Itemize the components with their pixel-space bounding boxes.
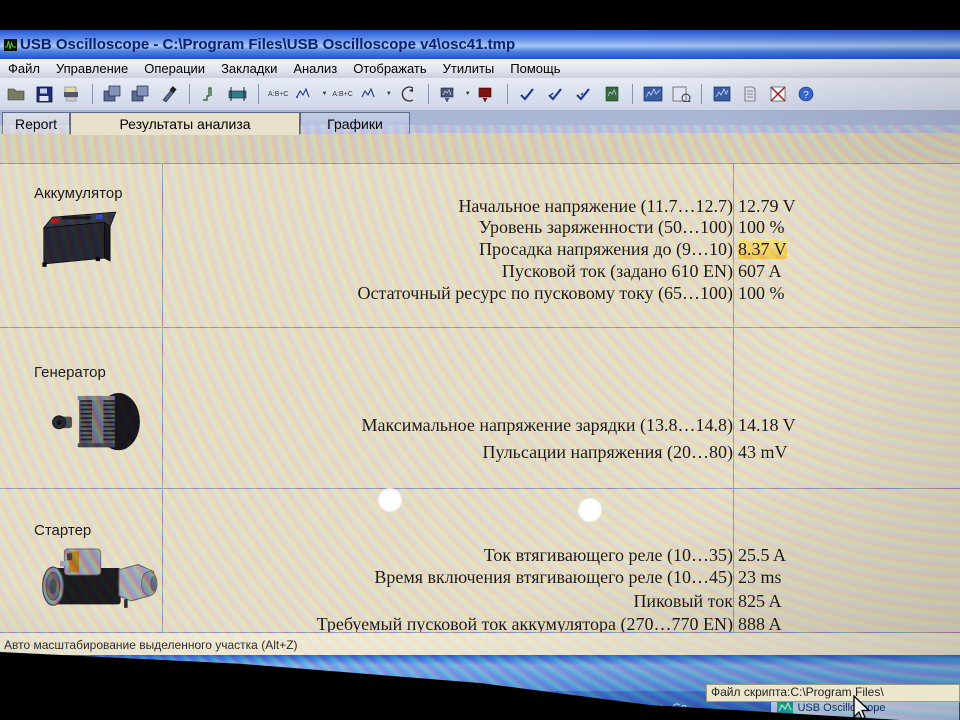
svg-text:?: ?: [803, 90, 809, 101]
